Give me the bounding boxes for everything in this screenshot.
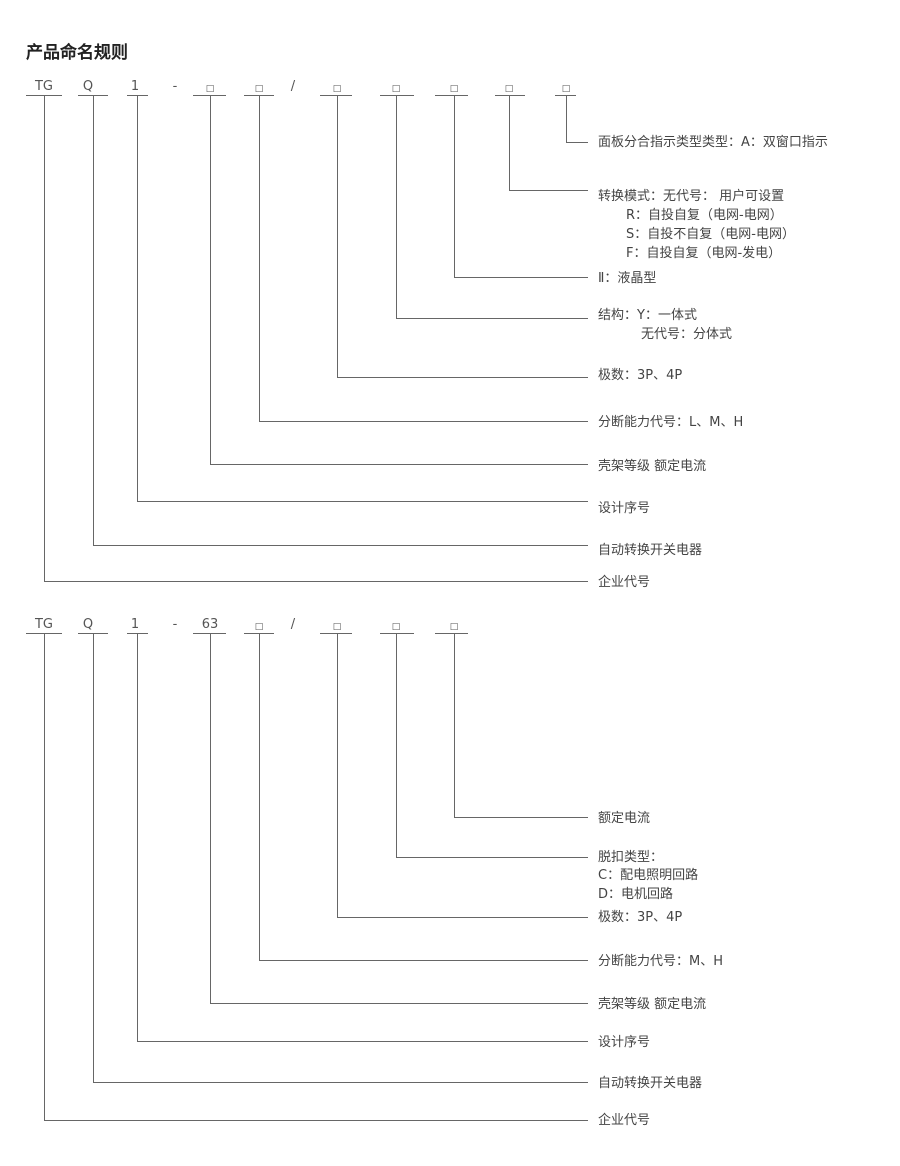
code-placeholder: □ [449,622,459,632]
label-design-number: 设计序号 [598,501,651,516]
label-ats: 自动转换开关电器 [598,1076,703,1091]
code-segment: TG [34,79,54,94]
label-breaking-capacity: 分断能力代号：L、M、H [598,415,744,430]
label-poles: 极数：3P、4P [598,910,683,925]
code-segment: Q [82,617,94,632]
code-segment: Q [82,79,94,94]
label-trip-type-c: C：配电照明回路 [598,868,699,883]
label-transfer-mode-r: R：自投自复（电网-电网） [626,208,783,223]
page-title: 产品命名规则 [26,43,128,63]
label-panel-indicator: 面板分合指示类型类型：A：双窗口指示 [598,135,828,150]
label-structure-split: 无代号：分体式 [641,327,733,342]
code-placeholder: □ [504,84,514,94]
label-company-code: 企业代号 [598,575,651,590]
code-placeholder: □ [332,622,342,632]
label-frame-rating: 壳架等级 额定电流 [598,459,707,474]
label-trip-type: 脱扣类型： [598,850,664,865]
code-placeholder: □ [391,84,401,94]
code-segment: 63 [201,617,219,632]
code-segment: / [290,79,296,94]
code-segment: 1 [130,79,140,94]
diagram1-leaders [44,95,588,582]
code-placeholder: □ [254,622,264,632]
code-segment: / [290,617,296,632]
label-design-number: 设计序号 [598,1035,651,1050]
code-segment: - [172,617,178,632]
code-segment: TG [34,617,54,632]
code-placeholder: □ [254,84,264,94]
code-placeholder: □ [205,84,215,94]
label-trip-type-d: D：电机回路 [598,887,674,902]
code-segment: - [172,79,178,94]
label-transfer-mode: 转换模式：无代号： 用户可设置 [598,189,785,204]
diagram2-leaders [44,633,588,1121]
label-breaking-capacity: 分断能力代号：M、H [598,954,723,969]
label-ats: 自动转换开关电器 [598,543,703,558]
label-rated-current: 额定电流 [598,811,651,826]
label-transfer-mode-s: S：自投不自复（电网-电网） [626,227,795,242]
code-placeholder: □ [391,622,401,632]
label-company-code: 企业代号 [598,1113,651,1128]
code-placeholder: □ [449,84,459,94]
label-lcd: Ⅱ：液晶型 [598,271,657,286]
code-segment: 1 [130,617,140,632]
code-placeholder: □ [561,84,571,94]
label-poles: 极数：3P、4P [598,368,683,383]
code-placeholder: □ [332,84,342,94]
label-structure: 结构：Y：一体式 [598,308,697,323]
label-frame-rating: 壳架等级 额定电流 [598,997,707,1012]
label-transfer-mode-f: F：自投自复（电网-发电） [626,246,782,261]
